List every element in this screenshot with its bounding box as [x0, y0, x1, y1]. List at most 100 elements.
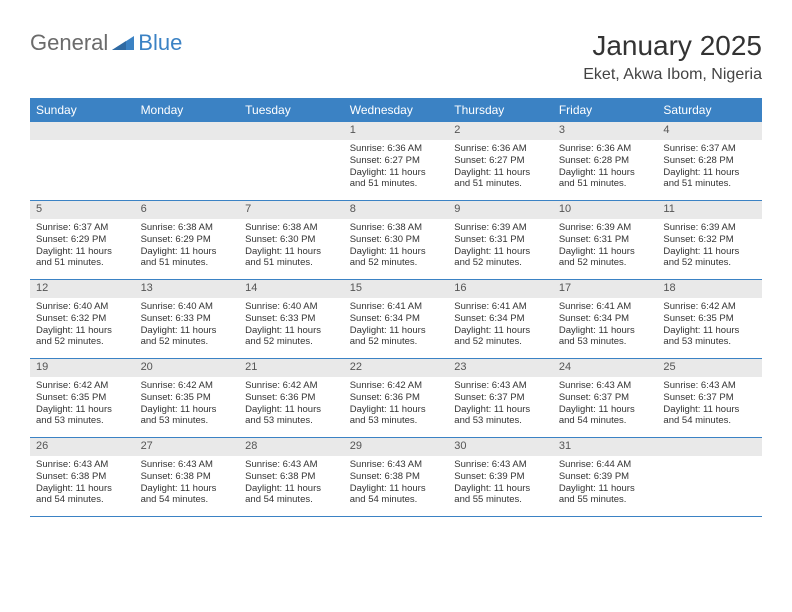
- sunset-text: Sunset: 6:34 PM: [559, 313, 652, 325]
- sunrise-text: Sunrise: 6:40 AM: [36, 301, 129, 313]
- daylight-text: Daylight: 11 hours and 53 minutes.: [141, 404, 234, 428]
- sunrise-text: Sunrise: 6:37 AM: [663, 143, 756, 155]
- day-body: Sunrise: 6:43 AMSunset: 6:38 PMDaylight:…: [344, 456, 449, 511]
- day-number: 5: [30, 201, 135, 219]
- day-body: Sunrise: 6:37 AMSunset: 6:28 PMDaylight:…: [657, 140, 762, 195]
- sunset-text: Sunset: 6:39 PM: [454, 471, 547, 483]
- day-cell: 29Sunrise: 6:43 AMSunset: 6:38 PMDayligh…: [344, 438, 449, 516]
- day-number: 2: [448, 122, 553, 140]
- day-number: 7: [239, 201, 344, 219]
- day-body: Sunrise: 6:39 AMSunset: 6:31 PMDaylight:…: [553, 219, 658, 274]
- day-cell: 18Sunrise: 6:42 AMSunset: 6:35 PMDayligh…: [657, 280, 762, 358]
- day-number: [30, 122, 135, 140]
- day-body: Sunrise: 6:37 AMSunset: 6:29 PMDaylight:…: [30, 219, 135, 274]
- day-number: 17: [553, 280, 658, 298]
- day-number: 21: [239, 359, 344, 377]
- day-number: 25: [657, 359, 762, 377]
- day-number: 31: [553, 438, 658, 456]
- daylight-text: Daylight: 11 hours and 51 minutes.: [350, 167, 443, 191]
- weekday-friday: Friday: [553, 98, 658, 122]
- calendar-page: General Blue January 2025 Eket, Akwa Ibo…: [0, 0, 792, 517]
- sunrise-text: Sunrise: 6:38 AM: [245, 222, 338, 234]
- day-cell: 7Sunrise: 6:38 AMSunset: 6:30 PMDaylight…: [239, 201, 344, 279]
- weekday-saturday: Saturday: [657, 98, 762, 122]
- calendar-grid: Sunday Monday Tuesday Wednesday Thursday…: [30, 98, 762, 517]
- day-number: 10: [553, 201, 658, 219]
- sunrise-text: Sunrise: 6:40 AM: [141, 301, 234, 313]
- day-number: 23: [448, 359, 553, 377]
- day-cell: 10Sunrise: 6:39 AMSunset: 6:31 PMDayligh…: [553, 201, 658, 279]
- day-number: 20: [135, 359, 240, 377]
- sunrise-text: Sunrise: 6:36 AM: [350, 143, 443, 155]
- daylight-text: Daylight: 11 hours and 52 minutes.: [559, 246, 652, 270]
- calendar-week: 12Sunrise: 6:40 AMSunset: 6:32 PMDayligh…: [30, 280, 762, 359]
- sunrise-text: Sunrise: 6:43 AM: [36, 459, 129, 471]
- day-number: 22: [344, 359, 449, 377]
- day-cell: 5Sunrise: 6:37 AMSunset: 6:29 PMDaylight…: [30, 201, 135, 279]
- day-cell: 31Sunrise: 6:44 AMSunset: 6:39 PMDayligh…: [553, 438, 658, 516]
- daylight-text: Daylight: 11 hours and 52 minutes.: [350, 246, 443, 270]
- sunrise-text: Sunrise: 6:40 AM: [245, 301, 338, 313]
- day-cell: 13Sunrise: 6:40 AMSunset: 6:33 PMDayligh…: [135, 280, 240, 358]
- day-cell: 16Sunrise: 6:41 AMSunset: 6:34 PMDayligh…: [448, 280, 553, 358]
- day-number: 16: [448, 280, 553, 298]
- day-body: Sunrise: 6:43 AMSunset: 6:38 PMDaylight:…: [239, 456, 344, 511]
- weekday-thursday: Thursday: [448, 98, 553, 122]
- sunset-text: Sunset: 6:33 PM: [245, 313, 338, 325]
- day-number: [239, 122, 344, 140]
- sunrise-text: Sunrise: 6:42 AM: [141, 380, 234, 392]
- sunrise-text: Sunrise: 6:36 AM: [559, 143, 652, 155]
- day-number: 19: [30, 359, 135, 377]
- sunset-text: Sunset: 6:28 PM: [663, 155, 756, 167]
- weekday-wednesday: Wednesday: [344, 98, 449, 122]
- day-cell: 6Sunrise: 6:38 AMSunset: 6:29 PMDaylight…: [135, 201, 240, 279]
- day-cell: 22Sunrise: 6:42 AMSunset: 6:36 PMDayligh…: [344, 359, 449, 437]
- day-cell: 26Sunrise: 6:43 AMSunset: 6:38 PMDayligh…: [30, 438, 135, 516]
- day-number: 13: [135, 280, 240, 298]
- day-cell: 9Sunrise: 6:39 AMSunset: 6:31 PMDaylight…: [448, 201, 553, 279]
- day-body: Sunrise: 6:41 AMSunset: 6:34 PMDaylight:…: [553, 298, 658, 353]
- day-body: Sunrise: 6:38 AMSunset: 6:30 PMDaylight:…: [239, 219, 344, 274]
- day-body: Sunrise: 6:42 AMSunset: 6:35 PMDaylight:…: [657, 298, 762, 353]
- sunset-text: Sunset: 6:32 PM: [36, 313, 129, 325]
- day-cell: [135, 122, 240, 200]
- sunset-text: Sunset: 6:31 PM: [559, 234, 652, 246]
- daylight-text: Daylight: 11 hours and 53 minutes.: [559, 325, 652, 349]
- daylight-text: Daylight: 11 hours and 52 minutes.: [36, 325, 129, 349]
- brand-logo: General Blue: [30, 30, 182, 56]
- day-number: 28: [239, 438, 344, 456]
- daylight-text: Daylight: 11 hours and 54 minutes.: [663, 404, 756, 428]
- day-number: [135, 122, 240, 140]
- day-number: 12: [30, 280, 135, 298]
- daylight-text: Daylight: 11 hours and 54 minutes.: [350, 483, 443, 507]
- brand-part2: Blue: [138, 30, 182, 56]
- sunset-text: Sunset: 6:29 PM: [36, 234, 129, 246]
- month-title: January 2025: [583, 30, 762, 62]
- sunset-text: Sunset: 6:36 PM: [350, 392, 443, 404]
- sunset-text: Sunset: 6:38 PM: [141, 471, 234, 483]
- day-number: 1: [344, 122, 449, 140]
- sunrise-text: Sunrise: 6:39 AM: [663, 222, 756, 234]
- daylight-text: Daylight: 11 hours and 52 minutes.: [245, 325, 338, 349]
- sunrise-text: Sunrise: 6:41 AM: [559, 301, 652, 313]
- day-cell: 2Sunrise: 6:36 AMSunset: 6:27 PMDaylight…: [448, 122, 553, 200]
- daylight-text: Daylight: 11 hours and 51 minutes.: [663, 167, 756, 191]
- sunrise-text: Sunrise: 6:43 AM: [141, 459, 234, 471]
- daylight-text: Daylight: 11 hours and 51 minutes.: [454, 167, 547, 191]
- sunset-text: Sunset: 6:27 PM: [454, 155, 547, 167]
- daylight-text: Daylight: 11 hours and 54 minutes.: [245, 483, 338, 507]
- sunset-text: Sunset: 6:27 PM: [350, 155, 443, 167]
- daylight-text: Daylight: 11 hours and 51 minutes.: [141, 246, 234, 270]
- daylight-text: Daylight: 11 hours and 54 minutes.: [559, 404, 652, 428]
- day-number: 6: [135, 201, 240, 219]
- day-cell: 14Sunrise: 6:40 AMSunset: 6:33 PMDayligh…: [239, 280, 344, 358]
- day-body: Sunrise: 6:41 AMSunset: 6:34 PMDaylight:…: [448, 298, 553, 353]
- daylight-text: Daylight: 11 hours and 53 minutes.: [36, 404, 129, 428]
- day-body: Sunrise: 6:36 AMSunset: 6:28 PMDaylight:…: [553, 140, 658, 195]
- day-cell: 30Sunrise: 6:43 AMSunset: 6:39 PMDayligh…: [448, 438, 553, 516]
- day-body: Sunrise: 6:41 AMSunset: 6:34 PMDaylight:…: [344, 298, 449, 353]
- sunrise-text: Sunrise: 6:43 AM: [454, 380, 547, 392]
- day-body: Sunrise: 6:42 AMSunset: 6:35 PMDaylight:…: [135, 377, 240, 432]
- day-number: 4: [657, 122, 762, 140]
- sunset-text: Sunset: 6:35 PM: [663, 313, 756, 325]
